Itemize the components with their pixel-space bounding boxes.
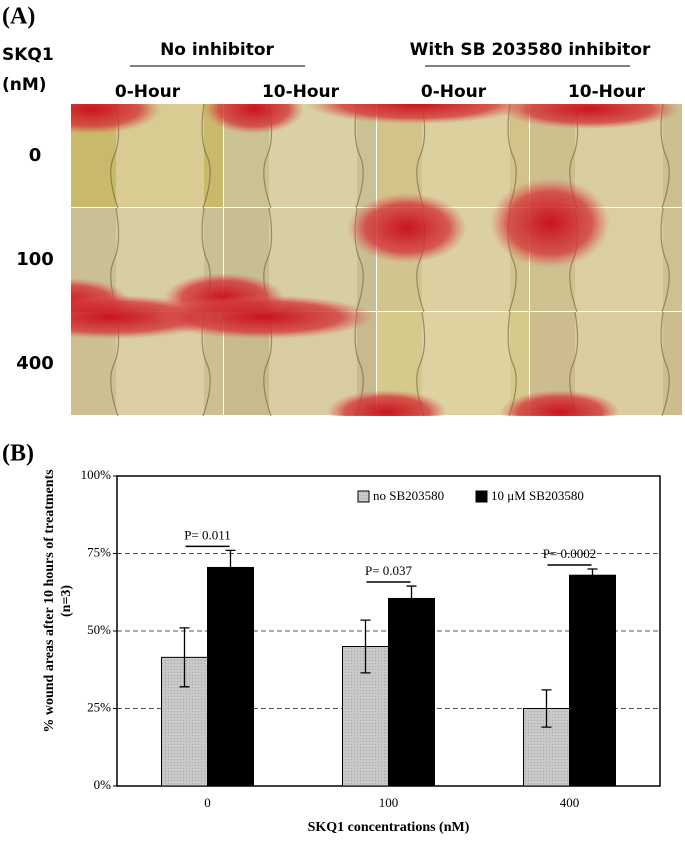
error-bar (179, 627, 190, 688)
y-tick-label: 75% (87, 544, 111, 559)
wound-edge (507, 311, 517, 417)
wound-edge (354, 103, 364, 209)
stain (347, 193, 467, 263)
panel-label: (A) (2, 4, 35, 30)
row-header: SKQ1 (2, 45, 54, 65)
x-tick-label: 0 (204, 795, 211, 810)
row-label: 0 (29, 145, 42, 166)
legend-swatch (475, 490, 488, 503)
stain (204, 104, 304, 134)
row-label: 100 (16, 249, 54, 270)
stain (327, 390, 447, 416)
y-tick-label: 50% (87, 622, 111, 637)
y-axis-label: % wound areas after 10 hours of treatmen… (42, 469, 57, 733)
stain (500, 390, 620, 416)
wound-edge (660, 103, 670, 209)
group-label: No inhibitor (160, 40, 274, 60)
row-label: 400 (16, 353, 54, 374)
legend-label: 10 μM SB203580 (491, 488, 584, 503)
stain (71, 104, 161, 134)
y-tick-label: 25% (87, 699, 111, 714)
x-tick-label: 100 (379, 795, 399, 810)
column-label: 0-Hour (115, 82, 181, 102)
y-axis-label: (n=3) (59, 585, 74, 617)
y-tick-label: 0% (94, 777, 112, 792)
error-bar (541, 689, 552, 728)
x-tick-label: 400 (560, 795, 580, 810)
p-value: P= 0.037 (365, 563, 413, 578)
wound-edge (660, 207, 670, 313)
error-bar (225, 549, 236, 586)
column-label: 10-Hour (568, 82, 646, 102)
p-value: P= 0.011 (184, 527, 231, 542)
wound-edge (660, 311, 670, 417)
error-bar (406, 585, 417, 612)
stain (490, 178, 610, 268)
bar (388, 597, 435, 787)
column-label: 10-Hour (262, 82, 340, 102)
x-axis-label: SKQ1 concentrations (nM) (308, 820, 470, 835)
stain (307, 104, 527, 124)
wound-gap (269, 208, 357, 311)
bar (207, 566, 254, 787)
stain (154, 295, 374, 339)
column-label: 0-Hour (421, 82, 487, 102)
error-bar (360, 619, 371, 674)
stain (500, 104, 680, 129)
p-value: P= 0.0002 (543, 546, 597, 561)
group-label: With SB 203580 inhibitor (410, 40, 651, 60)
bar (569, 574, 616, 787)
chart: 0% 25% 50% 75% 100% 0 P= 0.011 100 P= 0.037 400 P=… (42, 467, 661, 835)
y-tick-label: 100% (81, 467, 112, 482)
legend-label: no SB203580 (373, 488, 444, 503)
image-grid: 0-Hour 10-Hour 0-Hour 10-Hour 0 100 400 (16, 82, 682, 417)
error-bar (587, 568, 598, 583)
panel-label: (B) (2, 441, 34, 467)
wound-gap (422, 312, 510, 415)
legend-swatch (357, 490, 370, 503)
row-header: (nM) (2, 75, 47, 95)
wound-edge (201, 103, 211, 209)
